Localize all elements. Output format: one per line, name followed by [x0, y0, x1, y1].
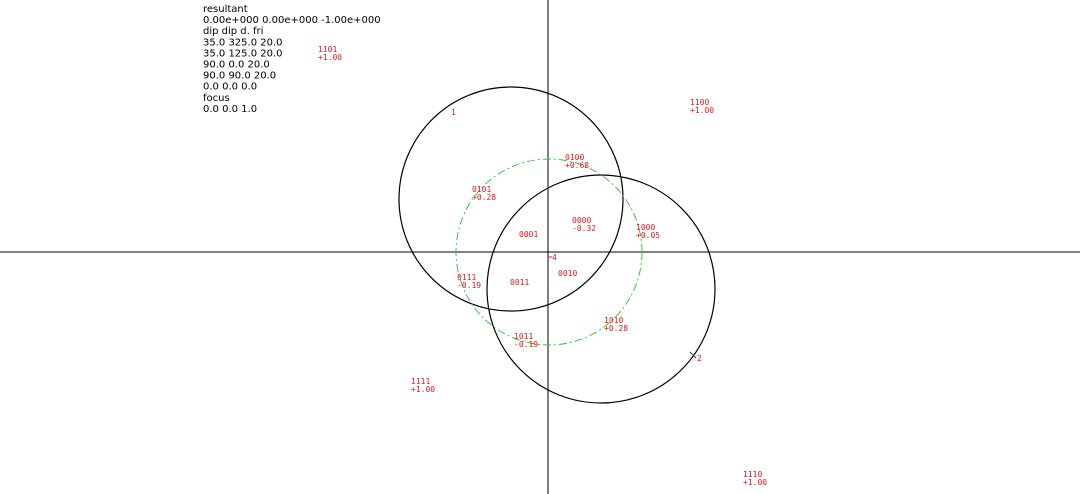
- info-line: 35.0 325.0 20.0: [203, 37, 283, 48]
- info-line: 90.0 0.0 20.0: [203, 60, 270, 71]
- region-value: +1.00: [411, 385, 435, 394]
- region-code: 1010: [604, 316, 623, 325]
- info-line: focus: [203, 93, 230, 104]
- info-line: resultant: [203, 4, 248, 15]
- pole-label: 2: [697, 354, 702, 363]
- info-line: 35.0 125.0 20.0: [203, 48, 283, 59]
- info-line: dip dip d. fri: [203, 26, 263, 37]
- region-code: 1101: [318, 45, 337, 54]
- region-value: +0.28: [604, 324, 628, 333]
- info-line: 0.0 0.0 0.0: [203, 82, 257, 93]
- region-code: 0111: [457, 273, 476, 282]
- info-line: 0.00e+000 0.00e+000 -1.00e+000: [203, 15, 381, 26]
- pole-label: 1: [451, 108, 456, 117]
- region-code: 0010: [558, 269, 577, 278]
- region-value: +0.68: [565, 161, 589, 170]
- region-code: 1110: [743, 470, 762, 479]
- pole-tick: [689, 351, 697, 359]
- friction-circle: [455, 158, 643, 346]
- region-value: +0.05: [636, 231, 660, 240]
- pole-label: 4: [552, 253, 557, 262]
- great-circle: [486, 174, 716, 404]
- region-value: +0.28: [472, 193, 496, 202]
- region-code: 1111: [411, 377, 430, 386]
- region-value: +1.00: [690, 106, 714, 115]
- region-code: 0100: [565, 153, 584, 162]
- region-code: 1011: [514, 332, 533, 341]
- info-line: 0.0 0.0 1.0: [203, 104, 257, 115]
- region-code: 0001: [519, 230, 538, 239]
- region-value: -0.19: [514, 340, 538, 349]
- region-code: 1000: [636, 223, 655, 232]
- region-code: 0011: [510, 278, 529, 287]
- region-code: 0101: [472, 185, 491, 194]
- region-value: -0.32: [572, 224, 596, 233]
- region-code: 1100: [690, 98, 709, 107]
- region-value: -0.19: [457, 281, 481, 290]
- region-code: 0000: [572, 216, 591, 225]
- info-line: 90.0 90.0 20.0: [203, 71, 276, 82]
- region-value: +1.00: [743, 478, 767, 487]
- great-circle: [398, 86, 624, 312]
- region-value: +1.00: [318, 53, 342, 62]
